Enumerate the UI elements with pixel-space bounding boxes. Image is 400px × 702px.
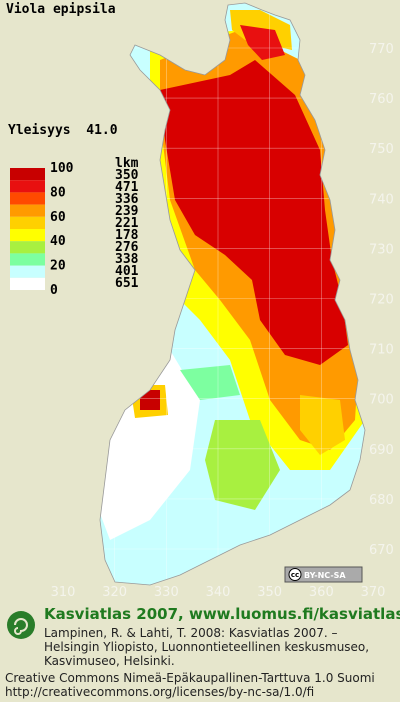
- legend-swatch: [10, 241, 45, 254]
- legend-scale-label: 100: [50, 161, 74, 176]
- map-area: [205, 420, 280, 510]
- map-area: [160, 60, 348, 365]
- legend-count: 350: [115, 168, 139, 183]
- legend-swatch: [10, 229, 45, 242]
- map-area: [180, 365, 240, 400]
- x-tick-label: 360: [309, 585, 334, 600]
- cc-icon-text: cc: [291, 571, 299, 579]
- y-tick-label: 750: [369, 142, 394, 157]
- legend-count: 276: [115, 240, 139, 255]
- legend-count: 178: [115, 228, 139, 243]
- legend-swatch: [10, 216, 45, 229]
- y-tick-label: 770: [369, 42, 394, 57]
- y-tick-label: 740: [369, 192, 394, 207]
- x-tick-label: 310: [51, 585, 76, 600]
- luomus-logo: [7, 611, 35, 639]
- frequency: Yleisyys 41.0: [8, 123, 118, 138]
- logo-spiral: [14, 618, 28, 635]
- y-tick-label: 700: [369, 393, 394, 408]
- legend-swatch: [10, 204, 45, 217]
- x-tick-label: 350: [257, 585, 282, 600]
- x-tick-label: 340: [206, 585, 231, 600]
- y-tick-label: 710: [369, 343, 394, 358]
- legend-count: 651: [115, 276, 139, 291]
- y-tick-label: 670: [369, 543, 394, 558]
- legend-swatch: [10, 277, 45, 290]
- citation-line: Helsingin Yliopisto, Luonnontieteellinen…: [44, 640, 369, 654]
- x-tick-label: 370: [361, 585, 386, 600]
- legend-scale-label: 0: [50, 283, 58, 298]
- license-line: Creative Commons Nimeä-Epäkaupallinen-Ta…: [5, 671, 375, 685]
- map-ticks: 770 760 750 740 730 720 710 700 690 680 670 310 320 3…: [51, 42, 394, 600]
- x-tick-label: 320: [102, 585, 127, 600]
- y-tick-label: 760: [369, 92, 394, 107]
- legend-swatch: [10, 168, 45, 181]
- license-line: http://creativecommons.org/licenses/by-n…: [5, 685, 314, 699]
- y-tick-label: 720: [369, 293, 394, 308]
- species-title: Viola epipsila: [6, 2, 116, 17]
- legend-swatch: [10, 253, 45, 266]
- distribution-map: [100, 3, 365, 585]
- legend-count: 336: [115, 192, 139, 207]
- legend-scale-label: 60: [50, 210, 66, 225]
- logo-circle: [7, 611, 35, 639]
- footer-heading: Kasviatlas 2007, www.luomus.fi/kasviatla…: [44, 605, 400, 623]
- map-area: [240, 25, 285, 60]
- y-tick-label: 680: [369, 493, 394, 508]
- y-tick-label: 690: [369, 443, 394, 458]
- legend-swatch: [10, 192, 45, 205]
- legend-scale-label: 40: [50, 234, 66, 249]
- legend-scale-label: 20: [50, 259, 66, 274]
- legend-scale-label: 80: [50, 185, 66, 200]
- legend-count: 239: [115, 204, 138, 219]
- legend-count: 221: [115, 216, 139, 231]
- legend-swatch: [10, 180, 45, 193]
- y-tick-label: 730: [369, 242, 394, 257]
- legend-swatch: [10, 265, 45, 278]
- citation-line: Lampinen, R. & Lahti, T. 2008: Kasviatla…: [44, 626, 338, 640]
- legend-count: 471: [115, 180, 139, 195]
- count-header: lkm: [115, 156, 139, 171]
- x-tick-label: 330: [154, 585, 179, 600]
- legend-count: 338: [115, 252, 139, 267]
- license-badge: cc BY-NC-SA: [284, 566, 363, 583]
- map-area: [300, 395, 345, 455]
- legend-count: 401: [115, 264, 139, 279]
- cc-icon: [288, 568, 302, 581]
- map-area: [140, 390, 160, 410]
- badge-text: BY-NC-SA: [304, 571, 346, 580]
- citation-line: Kasvimuseo, Helsinki.: [44, 654, 175, 668]
- badge-frame: [284, 566, 363, 583]
